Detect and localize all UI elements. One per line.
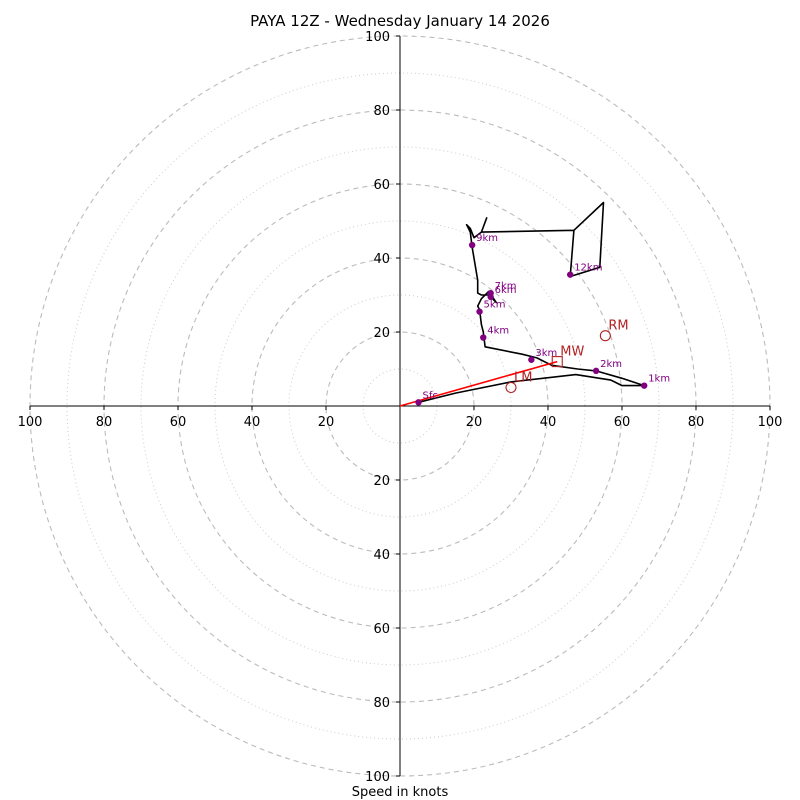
mean-wind-vector (399, 360, 558, 407)
tick-label-left: 100 (18, 415, 43, 430)
storm-marker-RM (599, 330, 611, 342)
storm-label-MW: MW (560, 345, 584, 360)
tick-label-bottom: 100 (365, 770, 390, 785)
chart-title: PAYA 12Z - Wednesday January 14 2026 (250, 12, 550, 30)
height-marker-4km (480, 334, 487, 341)
height-label-7km: 7km (495, 281, 517, 292)
hodograph-line (418, 201, 646, 404)
height-marker-Sfc (415, 399, 422, 406)
hodograph-trace (418, 201, 646, 404)
tick-label-top: 20 (373, 326, 390, 341)
tick-label-left: 80 (96, 415, 113, 430)
height-label-12km: 12km (574, 263, 602, 274)
height-label-1km: 1km (648, 374, 670, 385)
height-label-2km: 2km (600, 359, 622, 370)
tick-label-right: 80 (688, 415, 705, 430)
tick-label-top: 60 (373, 178, 390, 193)
tick-label-right: 40 (540, 415, 557, 430)
tick-labels: 100 80 60 40 20 20 40 60 80 100 100 80 60 40 20 20 40 60 8… (18, 30, 783, 785)
storm-label-LM: LM (514, 371, 532, 386)
height-label-5km: 5km (484, 300, 506, 311)
tick-label-top: 40 (373, 252, 390, 267)
storm-marker-LM (505, 381, 517, 394)
height-marker-7km (487, 289, 494, 297)
x-axis-label: Speed in knots (352, 785, 449, 800)
tick-label-top: 80 (373, 104, 390, 119)
storm-marker-MW (551, 356, 563, 368)
mean-wind-arrow (399, 360, 558, 407)
height-marker-9km (468, 241, 476, 249)
height-label-4km: 4km (487, 326, 509, 337)
tick-label-right: 100 (758, 415, 783, 430)
tick-label-left: 20 (318, 415, 335, 430)
height-marker-12km (567, 271, 574, 278)
tick-label-left: 60 (170, 415, 187, 430)
storm-label-RM: RM (608, 319, 628, 334)
height-marker-3km (528, 356, 535, 363)
height-marker-2km (592, 367, 600, 375)
tick-label-bottom: 80 (373, 696, 390, 711)
storm-motion-markers: RM LM MW (505, 319, 629, 394)
tick-label-top: 100 (365, 30, 390, 45)
height-marker-5km (476, 308, 483, 315)
tick-label-bottom: 60 (373, 622, 390, 637)
tick-label-left: 40 (244, 415, 261, 430)
tick-label-bottom: 20 (373, 474, 390, 489)
height-marker-1km (641, 382, 648, 389)
tick-label-bottom: 40 (373, 548, 390, 563)
height-label-3km: 3km (535, 348, 557, 359)
height-label-6km: 6km (495, 285, 517, 296)
height-label-Sfc: Sfc (423, 390, 438, 401)
tick-label-right: 60 (614, 415, 631, 430)
tick-label-right: 20 (466, 415, 483, 430)
height-label-9km: 9km (476, 233, 498, 244)
